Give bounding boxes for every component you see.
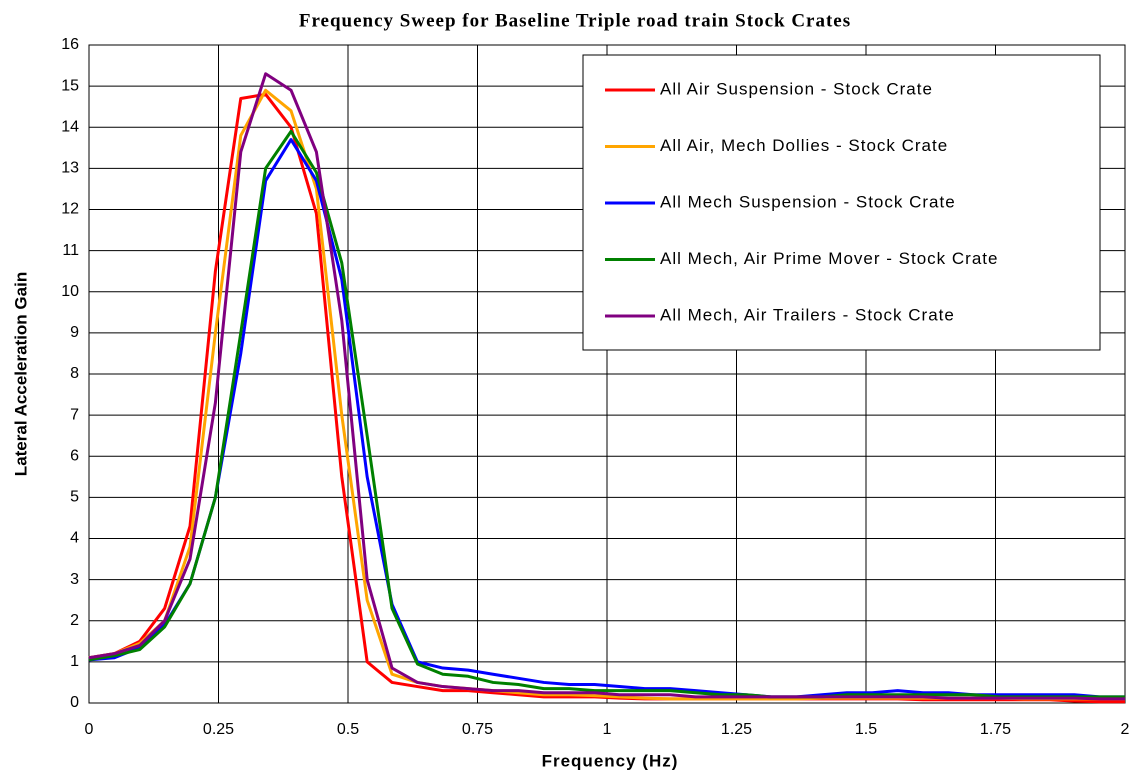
y-tick-label: 4 xyxy=(70,530,79,547)
legend-label: All Mech, Air Prime Mover - Stock Crate xyxy=(660,249,998,268)
x-tick-label: 0.5 xyxy=(337,721,359,738)
y-tick-label: 1 xyxy=(70,653,79,670)
y-tick-label: 16 xyxy=(61,36,79,53)
y-tick-label: 6 xyxy=(70,447,79,464)
y-tick-label: 12 xyxy=(61,201,79,218)
plot-frame xyxy=(88,44,1126,704)
y-tick-label: 7 xyxy=(70,406,79,423)
legend-label: All Mech, Air Trailers - Stock Crate xyxy=(660,305,955,324)
chart-title: Frequency Sweep for Baseline Triple road… xyxy=(299,10,851,31)
x-tick-label: 1.5 xyxy=(855,721,877,738)
series-line xyxy=(88,138,1125,699)
y-tick-label: 9 xyxy=(70,324,79,341)
y-tick-label: 15 xyxy=(61,77,79,94)
x-tick-label: 0.75 xyxy=(462,721,493,738)
series-line xyxy=(88,72,1125,701)
y-tick-label: 0 xyxy=(70,694,79,711)
x-tick-label: 2 xyxy=(1121,721,1130,738)
y-tick-label: 10 xyxy=(61,283,79,300)
x-tick-label: 0 xyxy=(85,721,94,738)
y-tick-label: 3 xyxy=(70,571,79,588)
x-tick-label: 1.25 xyxy=(721,721,752,738)
y-tick-label: 13 xyxy=(61,160,79,177)
legend-label: All Mech Suspension - Stock Crate xyxy=(660,192,956,211)
x-axis-label: Frequency (Hz) xyxy=(542,751,679,770)
y-tick-label: 2 xyxy=(70,612,79,629)
legend-label: All Air Suspension - Stock Crate xyxy=(660,79,933,98)
y-axis-label: Lateral Acceleration Gain xyxy=(11,272,30,476)
x-tick-label: 0.25 xyxy=(203,721,234,738)
x-tick-label: 1 xyxy=(603,721,612,738)
y-tick-label: 8 xyxy=(70,365,79,382)
y-tick-label: 11 xyxy=(62,242,79,259)
x-tick-label: 1.75 xyxy=(980,721,1011,738)
y-tick-label: 5 xyxy=(70,489,79,506)
y-tick-label: 14 xyxy=(61,118,79,135)
legend-label: All Air, Mech Dollies - Stock Crate xyxy=(660,136,948,155)
series-line xyxy=(88,129,1125,699)
legend-box xyxy=(582,54,1101,351)
